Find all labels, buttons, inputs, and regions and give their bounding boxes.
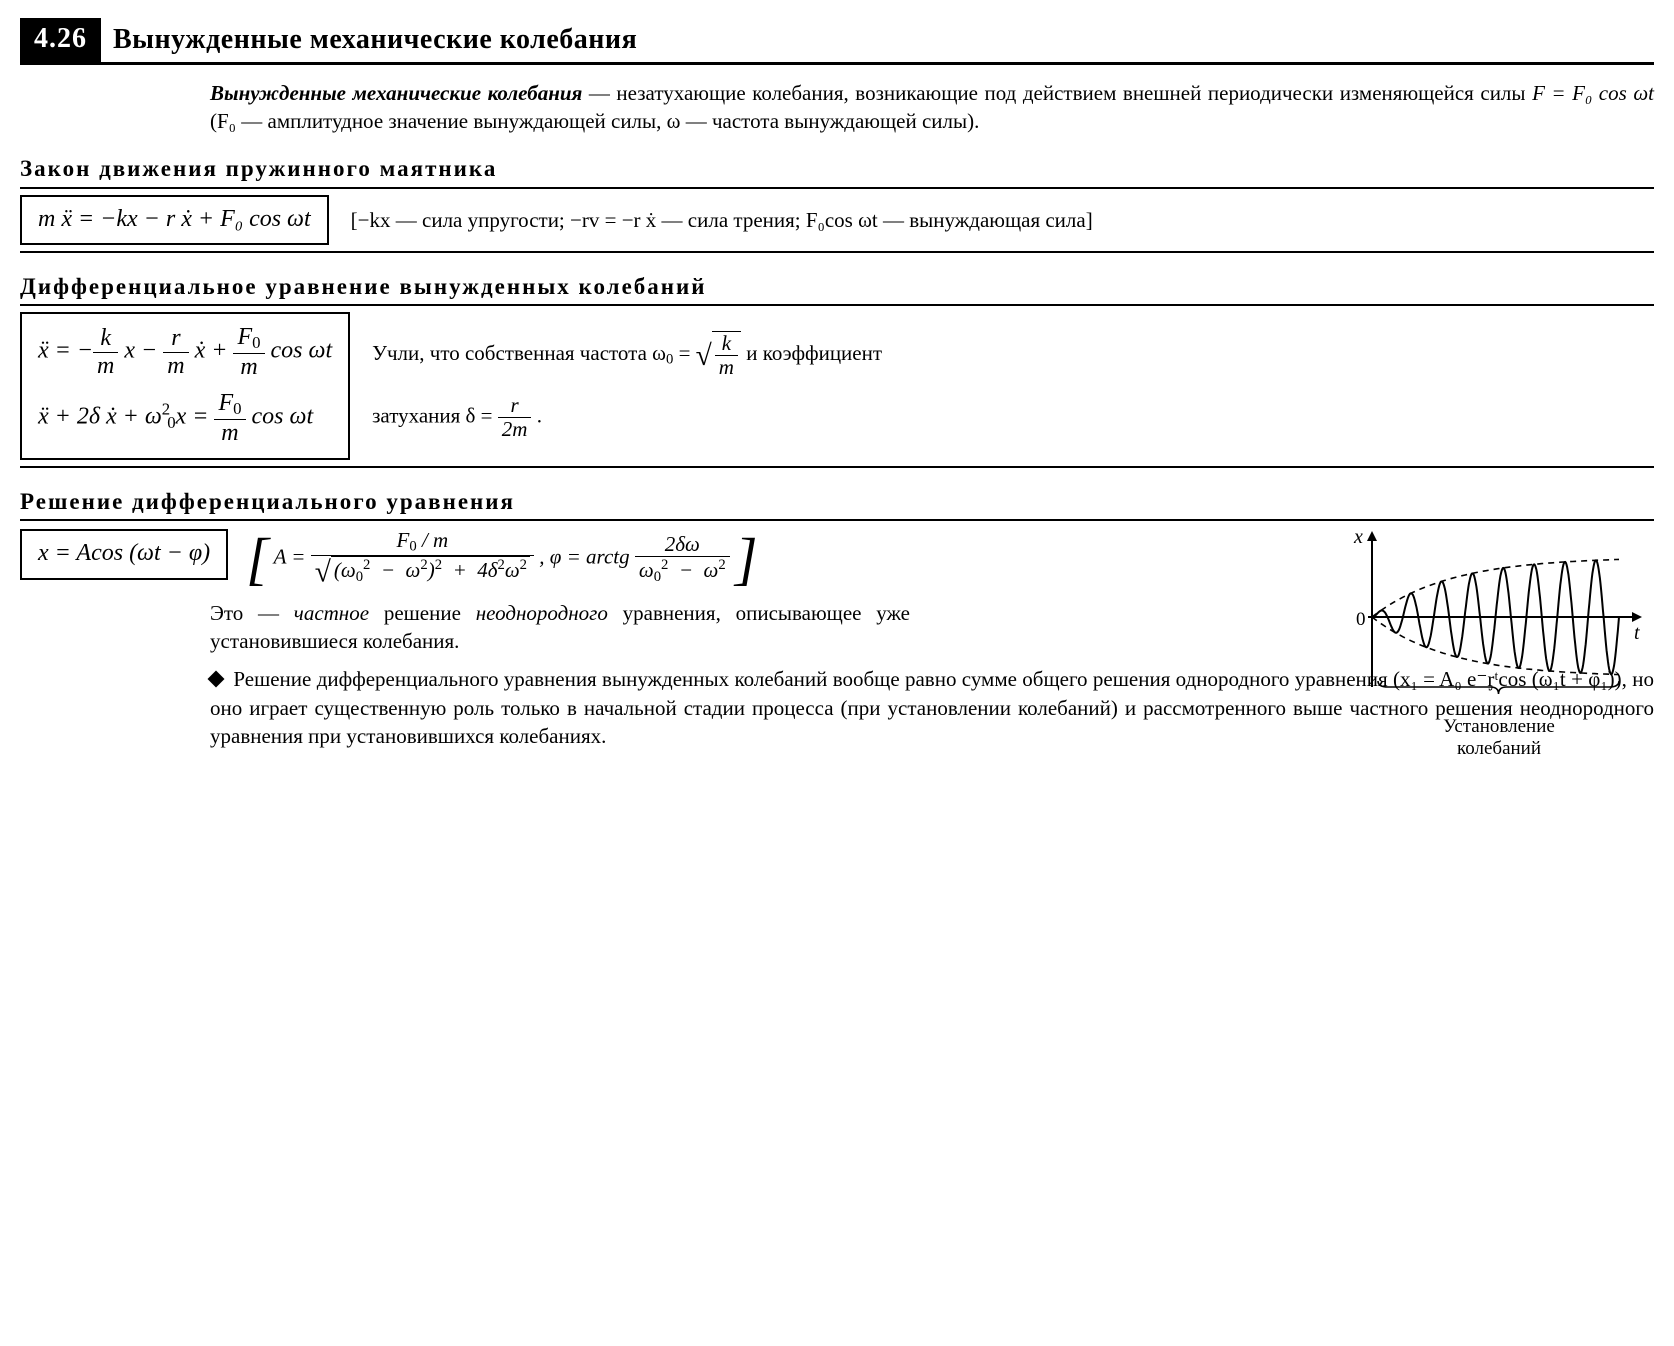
oscillation-chart: x t 0 Установление колебаний: [1344, 527, 1654, 760]
subheading-law: Закон движения пружинного маятника: [20, 153, 1654, 184]
law-row: m ẍ = −kx − r ẋ + F₀ cos ωt [−kx — сила …: [20, 187, 1654, 253]
eq2-l1-a: ẍ = −: [38, 338, 93, 364]
phi-label: , φ = arctg: [539, 545, 635, 569]
right-bracket-icon: ]: [735, 526, 758, 591]
eq2-l2-a: ẍ + 2δ ẋ + ω: [38, 404, 162, 430]
oscillation-svg: x t 0: [1344, 527, 1644, 707]
section-number-badge: 4.26: [20, 18, 101, 62]
section-title: Вынужденные механические колебания: [113, 21, 637, 59]
eq2d-b: и коэффициент: [741, 341, 882, 365]
eq2-l1-c: ẋ +: [189, 338, 234, 364]
eq2-l2-c: cos ωt: [246, 404, 314, 430]
A-label: A =: [274, 545, 311, 569]
frac-f0-m-2: F0m: [214, 390, 245, 446]
eq2-l2-b: x =: [176, 404, 215, 430]
frac-k-m: km: [93, 325, 118, 379]
sol-t1i: частное: [294, 601, 369, 625]
frac-f0-m-1: F0m: [233, 324, 264, 380]
sol-t1: Это —: [210, 601, 294, 625]
eq2d-a: Учли, что собственная частота ω: [372, 341, 666, 365]
subheading-diff-eq: Дифференциальное уравнение вынужденных к…: [20, 271, 1654, 302]
frac-amplitude: F0 / m √(ω02 − ω2)2 + 4δ2ω2: [311, 529, 534, 589]
solution-text-1: Это — частное решение неоднородного урав…: [210, 599, 910, 656]
svg-text:x: x: [1353, 527, 1363, 548]
chart-caption-l1: Установление: [1443, 716, 1555, 737]
eq2-desc-line1: Учли, что собственная частота ω0 = √km и…: [372, 331, 1654, 379]
sol-t2i: неоднородного: [476, 601, 608, 625]
definition-paren: (F₀ — амплитудное значение вынуждающей с…: [210, 109, 979, 133]
sqrt-k-m: √km: [696, 331, 741, 379]
equation-box-1: m ẍ = −kx − r ẋ + F₀ cos ωt: [20, 195, 329, 245]
equation-2-description: Учли, что собственная частота ω0 = √km и…: [372, 331, 1654, 440]
bullet-icon: [208, 671, 225, 688]
eq2-line2: ẍ + 2δ ẋ + ω20x = F0m cos ωt: [38, 390, 332, 446]
frac-r-2m: r2m: [498, 394, 532, 441]
equation-box-3: x = Acos (ωt − φ): [20, 529, 228, 579]
definition-term: Вынужденные механические колебания: [210, 81, 582, 105]
diff-eq-row: ẍ = −km x − rm ẋ + F0m cos ωt ẍ + 2δ ẋ +…: [20, 304, 1654, 468]
eq2-l1-b: x −: [118, 338, 163, 364]
chart-caption: Установление колебаний: [1344, 716, 1654, 760]
definition-paragraph: Вынужденные механические колебания — нез…: [210, 79, 1654, 136]
sol-t2: решение: [369, 601, 476, 625]
subheading-solution: Решение дифференциального уравнения: [20, 486, 1654, 517]
equation-box-2: ẍ = −km x − rm ẋ + F0m cos ωt ẍ + 2δ ẋ +…: [20, 312, 350, 460]
eq2-l1-d: cos ωt: [265, 338, 333, 364]
frac-phase: 2δω ω02 − ω2: [635, 533, 730, 585]
svg-text:0: 0: [1356, 609, 1366, 630]
left-bracket-icon: [: [246, 526, 269, 591]
solution-block: x = Acos (ωt − φ) [ A = F0 / m √(ω02 − ω…: [20, 519, 1654, 750]
definition-body: — незатухающие колебания, возникающие по…: [582, 81, 1532, 105]
frac-r-m: rm: [163, 325, 188, 379]
eq2d-c: затухания δ =: [372, 403, 498, 427]
svg-text:t: t: [1634, 622, 1640, 644]
chart-caption-l2: колебаний: [1457, 738, 1541, 759]
definition-formula: F = F₀ cos ωt: [1532, 81, 1654, 105]
eq2-desc-line2: затухания δ = r2m .: [372, 394, 1654, 441]
section-header: 4.26 Вынужденные механические колебания: [20, 18, 1654, 65]
equation-1-description: [−kx — сила упругости; −rv = −r ẋ — сила…: [351, 206, 1654, 234]
eq2-line1: ẍ = −km x − rm ẋ + F0m cos ωt: [38, 324, 332, 380]
